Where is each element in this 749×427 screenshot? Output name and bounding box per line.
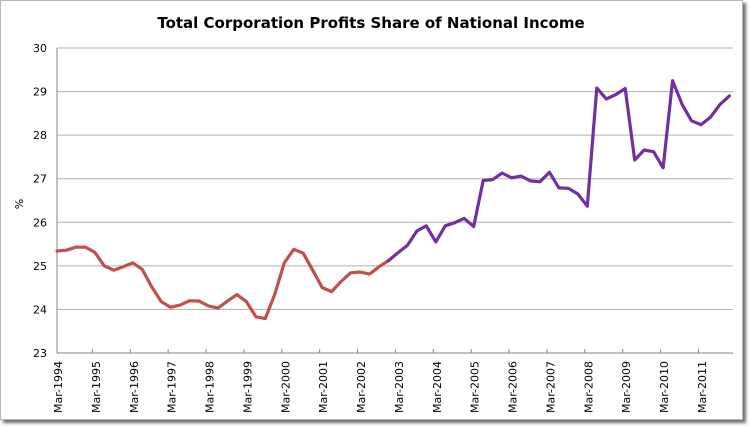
x-tick-label: Mar-2001: [317, 361, 330, 413]
x-tick-label: Mar-2009: [620, 361, 633, 413]
x-tick-label: Mar-1999: [241, 361, 254, 413]
y-tick-label: 23: [33, 347, 47, 360]
y-tick-label: 25: [33, 260, 47, 273]
x-tick-label: Mar-2010: [658, 361, 671, 413]
y-tick-label: 30: [33, 42, 47, 55]
x-tick-label: Mar-2005: [469, 361, 482, 413]
chart-frame: Total Corporation Profits Share of Natio…: [0, 0, 743, 420]
x-tick-label: Mar-1996: [128, 361, 141, 413]
x-tick-label: Mar-2002: [355, 361, 368, 413]
axes: [57, 48, 733, 353]
x-tick-label: Mar-2011: [696, 361, 709, 413]
y-tick-label: 24: [33, 303, 47, 316]
y-tick-label: 29: [33, 86, 47, 99]
x-tick-label: Mar-2000: [279, 361, 292, 413]
series-lines: [57, 81, 730, 319]
x-tick-label: Mar-2004: [431, 361, 444, 413]
x-tick-label: Mar-1997: [166, 361, 179, 413]
series-line-1: [57, 247, 389, 319]
chart-title: Total Corporation Profits Share of Natio…: [157, 14, 584, 32]
x-tick-label: Mar-2007: [544, 361, 557, 413]
y-axis-ticks: 23 24 25 26 27 28 29 30: [33, 42, 47, 360]
x-tick-label: Mar-2006: [507, 361, 520, 413]
x-tick-label: Mar-1998: [204, 361, 217, 413]
x-tick-label: Mar-1994: [52, 361, 65, 413]
series-line-2: [389, 81, 730, 261]
x-tick-label: Mar-2003: [393, 361, 406, 413]
gridlines: [57, 48, 733, 309]
x-tick-label: Mar-2008: [582, 361, 595, 413]
x-axis-ticks: Mar-1994 Mar-1995 Mar-1996 Mar-1997 Mar-1998…: [52, 361, 709, 413]
y-tick-label: 28: [33, 129, 47, 142]
y-axis-label: %: [13, 199, 26, 209]
y-tick-label: 27: [33, 173, 47, 186]
x-tick-label: Mar-1995: [90, 361, 103, 413]
y-tick-label: 26: [33, 216, 47, 229]
